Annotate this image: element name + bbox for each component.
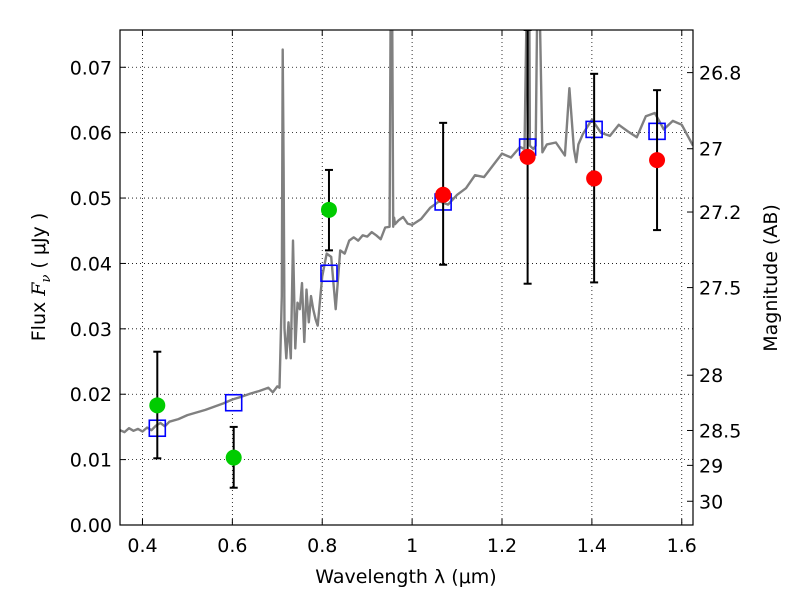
y-tick-label: 0.07 <box>70 57 112 79</box>
y-axis-title-subscript: ν <box>39 275 54 283</box>
y-axis-title-suffix: ( μJy ) <box>28 213 50 275</box>
ticks-and-labels: 0.4 0.6 0.8 1 1.2 1.4 1.6 0.00 0.01 0.02 0.03 0.04 0… <box>70 30 741 557</box>
grid-lines <box>120 30 693 525</box>
model-photometry-marker <box>320 264 338 283</box>
observation-point <box>149 397 166 414</box>
right-axis-tick-label: 27.2 <box>699 202 741 224</box>
right-axis-tick-label: 28.5 <box>699 420 741 442</box>
right-axis-tick-label: 27.5 <box>699 278 741 300</box>
y-tick-label: 0.02 <box>70 384 112 406</box>
x-tick-label: 0.8 <box>307 535 337 557</box>
observation-point <box>225 449 242 466</box>
x-tick-label: 1 <box>406 535 418 557</box>
right-axis-tick-label: 27 <box>699 139 723 161</box>
y-tick-label: 0.01 <box>70 450 112 472</box>
x-tick-label: 1.2 <box>487 535 517 557</box>
observation-point <box>519 148 536 165</box>
right-axis-tick-label: 26.8 <box>699 63 741 85</box>
y-tick-label: 0.04 <box>70 253 112 275</box>
observation-point <box>586 170 603 187</box>
plot-area <box>120 30 693 489</box>
model-photometry-marker <box>224 393 243 412</box>
y-axis-title: Flux Fν ( μJy ) <box>28 213 54 342</box>
observation-point <box>320 201 337 218</box>
spectrum-line <box>120 30 693 434</box>
right-axis-tick-label: 29 <box>699 455 723 477</box>
x-tick-label: 1.6 <box>667 535 697 557</box>
y-tick-label: 0.05 <box>70 188 112 210</box>
y-axis-title-prefix: Flux <box>28 296 50 342</box>
plot-frame <box>119 29 694 526</box>
right-axis-tick-label: 30 <box>699 491 723 513</box>
y-tick-label: 0.06 <box>70 123 112 145</box>
x-tick-label: 0.6 <box>217 535 247 557</box>
observation-point <box>649 152 666 169</box>
right-axis-title: Magnitude (AB) <box>760 204 782 352</box>
x-tick-label: 0.4 <box>127 535 157 557</box>
observation-point <box>435 186 452 203</box>
y-tick-label: 0.00 <box>70 515 112 537</box>
y-tick-label: 0.03 <box>70 319 112 341</box>
x-axis-title: Wavelength λ (μm) <box>315 566 496 588</box>
y-axis-title-symbol: F <box>28 282 50 297</box>
x-tick-label: 1.4 <box>577 535 607 557</box>
right-axis-tick-label: 28 <box>699 365 723 387</box>
